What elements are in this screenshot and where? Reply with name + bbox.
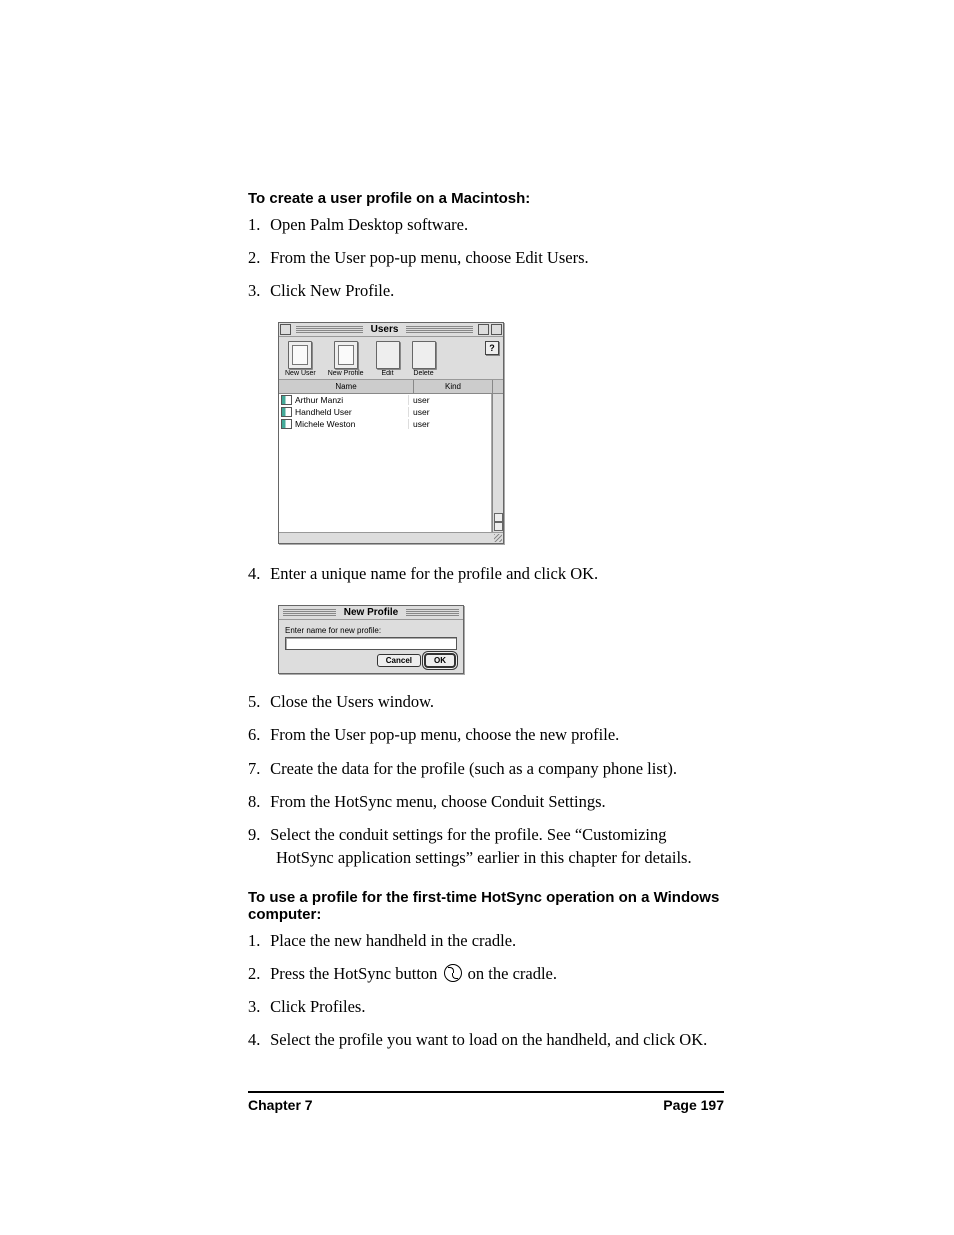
list-item[interactable]: Michele Weston user	[279, 418, 491, 430]
footer-rule	[248, 1091, 724, 1093]
dialog-button-row: Cancel OK	[279, 654, 463, 667]
user-card-icon	[281, 419, 292, 429]
window-title: Users	[367, 324, 403, 335]
step-w1: 1. Place the new handheld in the cradle.	[248, 929, 724, 952]
new-user-button[interactable]: New User	[285, 341, 316, 377]
document-page: To create a user profile on a Macintosh:…	[0, 0, 954, 1235]
section-heading-windows: To use a profile for the first-time HotS…	[248, 889, 724, 923]
step-w2: 2. Press the HotSync button on the cradl…	[248, 962, 724, 985]
zoom-box-icon[interactable]	[478, 324, 489, 335]
cancel-button[interactable]: Cancel	[377, 654, 421, 667]
collapse-box-icon[interactable]	[491, 324, 502, 335]
list-column-headers: Name Kind	[279, 380, 503, 394]
list-body: Arthur Manzi user Handheld User user Mic…	[279, 394, 503, 532]
edit-button[interactable]: Edit	[376, 341, 400, 377]
step-w4: 4. Select the profile you want to load o…	[248, 1028, 724, 1051]
new-profile-dialog: New Profile Enter name for new profile: …	[278, 605, 464, 674]
edit-icon	[376, 341, 400, 369]
step-7: 7. Create the data for the profile (such…	[248, 757, 724, 780]
dialog-prompt-label: Enter name for new profile:	[279, 620, 463, 637]
step-4: 4. Enter a unique name for the profile a…	[248, 562, 724, 585]
user-card-icon	[281, 395, 292, 405]
step-2: 2. From the User pop-up menu, choose Edi…	[248, 246, 724, 269]
list-rows: Arthur Manzi user Handheld User user Mic…	[279, 394, 492, 532]
users-window: Users New User New Profile Edit Delete	[278, 322, 504, 544]
close-box-icon[interactable]	[280, 324, 291, 335]
step-5: 5. Close the Users window.	[248, 690, 724, 713]
step-6: 6. From the User pop-up menu, choose the…	[248, 723, 724, 746]
step-3: 3. Click New Profile.	[248, 279, 724, 302]
steps-list-1b: 4. Enter a unique name for the profile a…	[248, 562, 724, 585]
delete-button[interactable]: Delete	[412, 341, 436, 377]
steps-list-2: 1. Place the new handheld in the cradle.…	[248, 929, 724, 1051]
step-9: 9. Select the conduit settings for the p…	[248, 823, 724, 869]
ok-button[interactable]: OK	[425, 654, 455, 667]
new-profile-icon	[334, 341, 358, 369]
list-item[interactable]: Arthur Manzi user	[279, 394, 491, 406]
step-w3: 3. Click Profiles.	[248, 995, 724, 1018]
window-titlebar: Users	[279, 323, 503, 337]
column-header-kind[interactable]: Kind	[414, 380, 493, 393]
hotsync-icon	[444, 964, 462, 982]
scrollbar[interactable]	[492, 394, 503, 532]
steps-list-1: 1. Open Palm Desktop software. 2. From t…	[248, 213, 724, 302]
dialog-title: New Profile	[340, 607, 402, 618]
dialog-titlebar: New Profile	[279, 606, 463, 620]
titlebar-lines	[406, 326, 473, 334]
new-profile-button[interactable]: New Profile	[328, 341, 364, 377]
chapter-label: Chapter 7	[248, 1097, 313, 1113]
list-item[interactable]: Handheld User user	[279, 406, 491, 418]
window-status-bar	[279, 532, 503, 543]
titlebar-lines	[296, 326, 363, 334]
column-header-name[interactable]: Name	[279, 380, 414, 393]
new-user-icon	[288, 341, 312, 369]
section-heading-macintosh: To create a user profile on a Macintosh:	[248, 190, 724, 207]
step-8: 8. From the HotSync menu, choose Conduit…	[248, 790, 724, 813]
help-button[interactable]: ?	[485, 341, 499, 355]
toolbar: New User New Profile Edit Delete ?	[279, 337, 503, 380]
page-number: Page 197	[663, 1097, 724, 1113]
step-1: 1. Open Palm Desktop software.	[248, 213, 724, 236]
delete-icon	[412, 341, 436, 369]
column-header-scroll	[493, 380, 503, 393]
profile-name-input[interactable]	[285, 637, 457, 650]
page-footer: Chapter 7 Page 197	[248, 1097, 724, 1113]
titlebar-lines	[283, 609, 336, 617]
steps-list-1c: 5. Close the Users window. 6. From the U…	[248, 690, 724, 869]
user-card-icon	[281, 407, 292, 417]
titlebar-lines	[406, 609, 459, 617]
